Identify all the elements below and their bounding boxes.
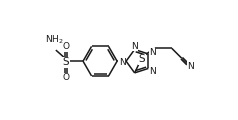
Text: N: N: [149, 67, 156, 76]
Text: S: S: [63, 57, 69, 67]
Text: S: S: [138, 54, 145, 64]
Text: N: N: [149, 48, 156, 57]
Text: N: N: [187, 62, 194, 71]
Text: N: N: [131, 42, 138, 51]
Text: NH$_2$: NH$_2$: [45, 33, 64, 46]
Text: O: O: [63, 42, 69, 51]
Text: O: O: [63, 73, 69, 82]
Text: N: N: [119, 58, 125, 67]
